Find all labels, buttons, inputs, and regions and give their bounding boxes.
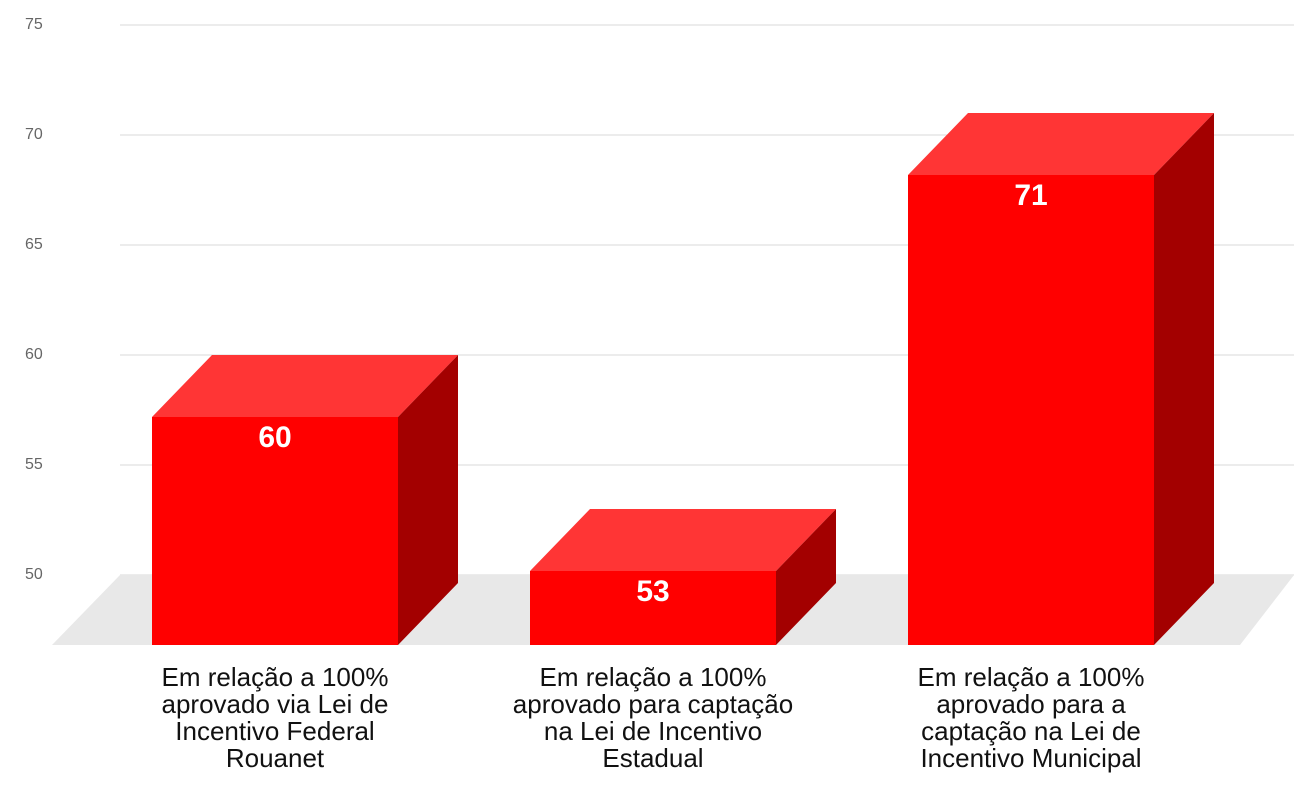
y-tick-label: 65 <box>25 236 43 253</box>
bar <box>530 509 836 645</box>
bar-front <box>530 571 776 645</box>
bar-side <box>776 509 836 645</box>
bar-top <box>152 355 458 417</box>
y-tick-label: 60 <box>25 346 43 363</box>
bar-side <box>1154 113 1214 645</box>
bar-top <box>908 113 1214 175</box>
x-tick-label: Em relação a 100% aprovado para a captaç… <box>917 662 1145 773</box>
bar <box>908 113 1214 645</box>
data-label: 71 <box>1014 179 1047 212</box>
x-tick-label: Em relação a 100% aprovado para captação… <box>512 662 794 773</box>
data-label: 53 <box>636 575 669 608</box>
bar-side <box>398 355 458 645</box>
y-tick-label: 55 <box>25 456 43 473</box>
y-tick-label: 70 <box>25 126 43 143</box>
bar <box>152 355 458 645</box>
bar-front <box>908 175 1154 645</box>
y-tick-label: 50 <box>25 566 43 583</box>
bar-front <box>152 417 398 645</box>
data-label: 60 <box>258 421 291 454</box>
y-tick-label: 75 <box>25 16 43 33</box>
x-tick-label: Em relação a 100% aprovado via Lei de In… <box>161 662 389 773</box>
bar-top <box>530 509 836 571</box>
